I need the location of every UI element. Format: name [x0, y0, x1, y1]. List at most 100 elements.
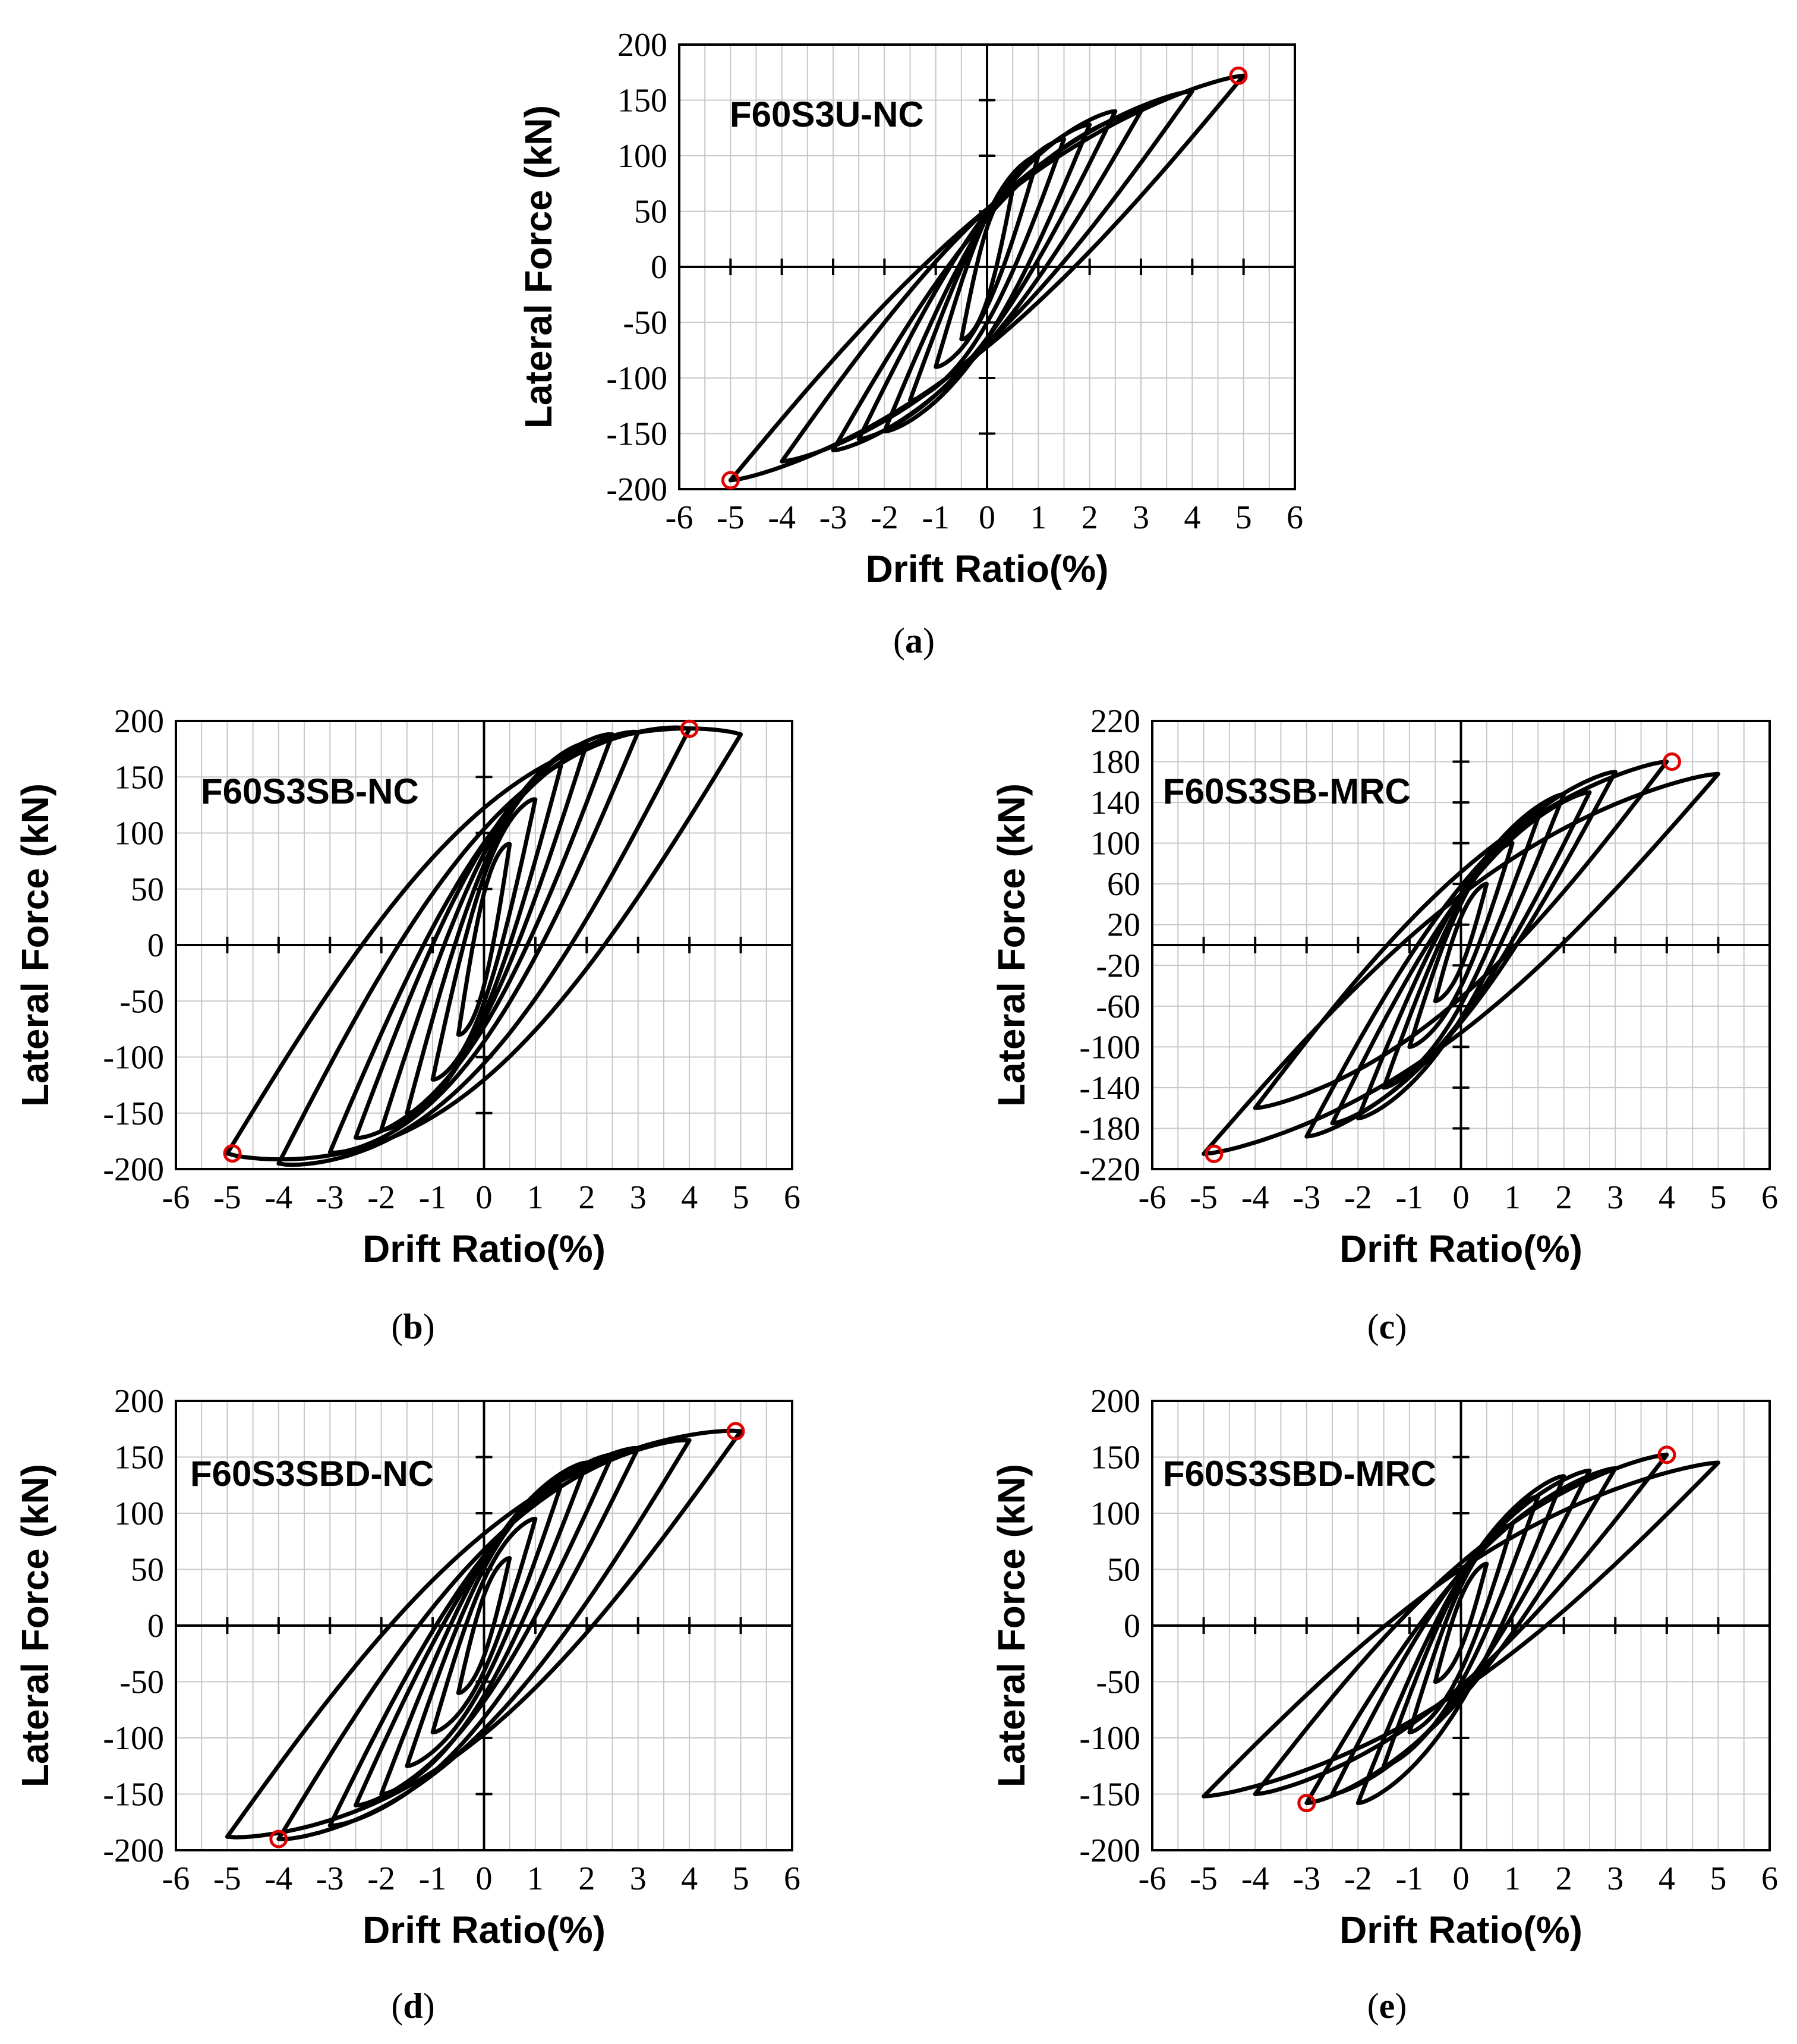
x-tick-label: -1	[1396, 1179, 1424, 1216]
x-tick-label: -6	[1139, 1179, 1167, 1216]
y-axis-title: Lateral Force (kN)	[990, 1464, 1033, 1787]
peak-marker	[1662, 752, 1681, 771]
series-hysteresis	[1202, 760, 1720, 1156]
caption-close-paren: )	[1395, 1986, 1407, 2026]
y-tick-label: 50	[634, 194, 667, 231]
x-tick-label: 1	[527, 1860, 544, 1897]
caption-open-paren: (	[391, 1986, 403, 2026]
peak-marker	[223, 1144, 242, 1163]
y-tick-label: 200	[114, 1383, 164, 1420]
y-tick-label: -100	[103, 1720, 164, 1757]
y-axis-title: Lateral Force (kN)	[990, 783, 1033, 1107]
panel-caption: (d)	[391, 1986, 434, 2026]
y-tick-label: -50	[1096, 1664, 1140, 1701]
x-tick-label: -4	[265, 1860, 293, 1897]
x-tick-label: -5	[1190, 1860, 1218, 1897]
x-tick-label: -5	[213, 1860, 241, 1897]
y-tick-label: -200	[103, 1151, 164, 1188]
series-hysteresis	[225, 725, 743, 1167]
x-tick-label: -5	[213, 1179, 241, 1216]
x-tick-label: 1	[1030, 499, 1046, 536]
y-tick-label: 0	[147, 1608, 164, 1645]
x-tick-label: -2	[871, 499, 898, 536]
x-tick-label: 4	[1659, 1179, 1675, 1216]
hysteresis-loop	[276, 1438, 692, 1841]
y-tick-label: -100	[606, 360, 667, 397]
y-tick-label: -150	[103, 1777, 164, 1813]
caption-letter: e	[1379, 1986, 1395, 2026]
x-tick-label: 6	[784, 1860, 800, 1897]
x-axis-title: Drift Ratio(%)	[1339, 1227, 1582, 1270]
x-tick-label: 2	[1556, 1179, 1572, 1216]
y-tick-label: 50	[131, 1552, 164, 1589]
peak-marker	[680, 719, 699, 738]
x-tick-label: 0	[979, 499, 995, 536]
x-tick-label: -1	[922, 499, 950, 536]
x-tick-label: 3	[630, 1179, 647, 1216]
y-tick-label: 150	[114, 1440, 164, 1476]
x-tick-label: -3	[1292, 1860, 1320, 1897]
x-tick-label: 3	[1607, 1179, 1623, 1216]
caption-close-paren: )	[1395, 1307, 1407, 1346]
x-tick-label: 2	[578, 1179, 595, 1216]
x-tick-label: 4	[1659, 1860, 1675, 1897]
x-tick-label: 3	[1133, 499, 1149, 536]
x-tick-label: -6	[162, 1860, 190, 1897]
y-tick-label: -220	[1079, 1151, 1140, 1188]
chart-a: -6 -5 -4 -3 -2 -1 0 1 2 3 4 5 6-200-150-100-50050100…	[517, 27, 1303, 660]
x-tick-label: 5	[733, 1179, 749, 1216]
peak-marker	[1657, 1445, 1676, 1465]
y-tick-label: -50	[623, 305, 667, 342]
panel-title: F60S3U-NC	[730, 95, 924, 134]
x-tick-label: -2	[1344, 1179, 1372, 1216]
y-tick-label: -50	[119, 1664, 164, 1701]
hysteresis-loop	[225, 726, 743, 1162]
caption-open-paren: (	[1367, 1307, 1379, 1346]
x-tick-label: 5	[1710, 1860, 1726, 1897]
y-tick-label: 50	[131, 871, 164, 908]
x-tick-label: -1	[419, 1860, 447, 1897]
caption-close-paren: )	[423, 1307, 435, 1346]
x-tick-label: 6	[1761, 1860, 1778, 1897]
hysteresis-loop	[225, 1428, 743, 1840]
series-hysteresis	[225, 1428, 743, 1841]
x-tick-label: 4	[681, 1179, 698, 1216]
caption-letter: b	[403, 1307, 423, 1346]
y-tick-label: -50	[119, 983, 164, 1020]
y-tick-label: 200	[114, 703, 164, 740]
x-axis-title: Drift Ratio(%)	[362, 1227, 606, 1270]
y-axis-title: Lateral Force (kN)	[14, 783, 56, 1107]
y-tick-label: 20	[1107, 907, 1140, 944]
x-tick-label: 1	[1504, 1179, 1521, 1216]
x-tick-label: 1	[1504, 1860, 1521, 1897]
x-tick-label: -3	[316, 1179, 344, 1216]
x-tick-label: -3	[819, 499, 847, 536]
y-tick-label: 150	[1090, 1440, 1140, 1476]
hysteresis-loop	[456, 842, 512, 1037]
y-tick-label: 60	[1107, 866, 1140, 903]
peak-marker	[1297, 1794, 1316, 1813]
series-hysteresis	[1202, 1453, 1720, 1806]
y-tick-label: -100	[103, 1040, 164, 1076]
x-tick-label: -6	[1139, 1860, 1167, 1897]
x-tick-label: 2	[1082, 499, 1098, 536]
y-tick-label: -150	[103, 1095, 164, 1132]
hysteresis-loop	[1253, 1453, 1669, 1796]
peak-marker	[1205, 1144, 1224, 1163]
caption-open-paren: (	[1367, 1986, 1379, 2026]
hysteresis-loop	[1202, 771, 1720, 1156]
caption-open-paren: (	[893, 621, 905, 660]
x-tick-label: -3	[1292, 1179, 1320, 1216]
x-tick-label: 3	[1607, 1860, 1623, 1897]
y-tick-label: -140	[1079, 1070, 1140, 1107]
x-tick-label: -4	[265, 1179, 293, 1216]
x-tick-label: 0	[476, 1179, 493, 1216]
panel-caption: (c)	[1367, 1307, 1407, 1346]
x-tick-label: -6	[666, 499, 693, 536]
x-tick-label: -6	[162, 1179, 190, 1216]
caption-letter: c	[1379, 1307, 1395, 1346]
x-tick-label: -1	[419, 1179, 447, 1216]
y-tick-label: -200	[103, 1832, 164, 1869]
y-tick-label: 200	[1090, 1383, 1140, 1420]
x-tick-label: 0	[1453, 1179, 1470, 1216]
